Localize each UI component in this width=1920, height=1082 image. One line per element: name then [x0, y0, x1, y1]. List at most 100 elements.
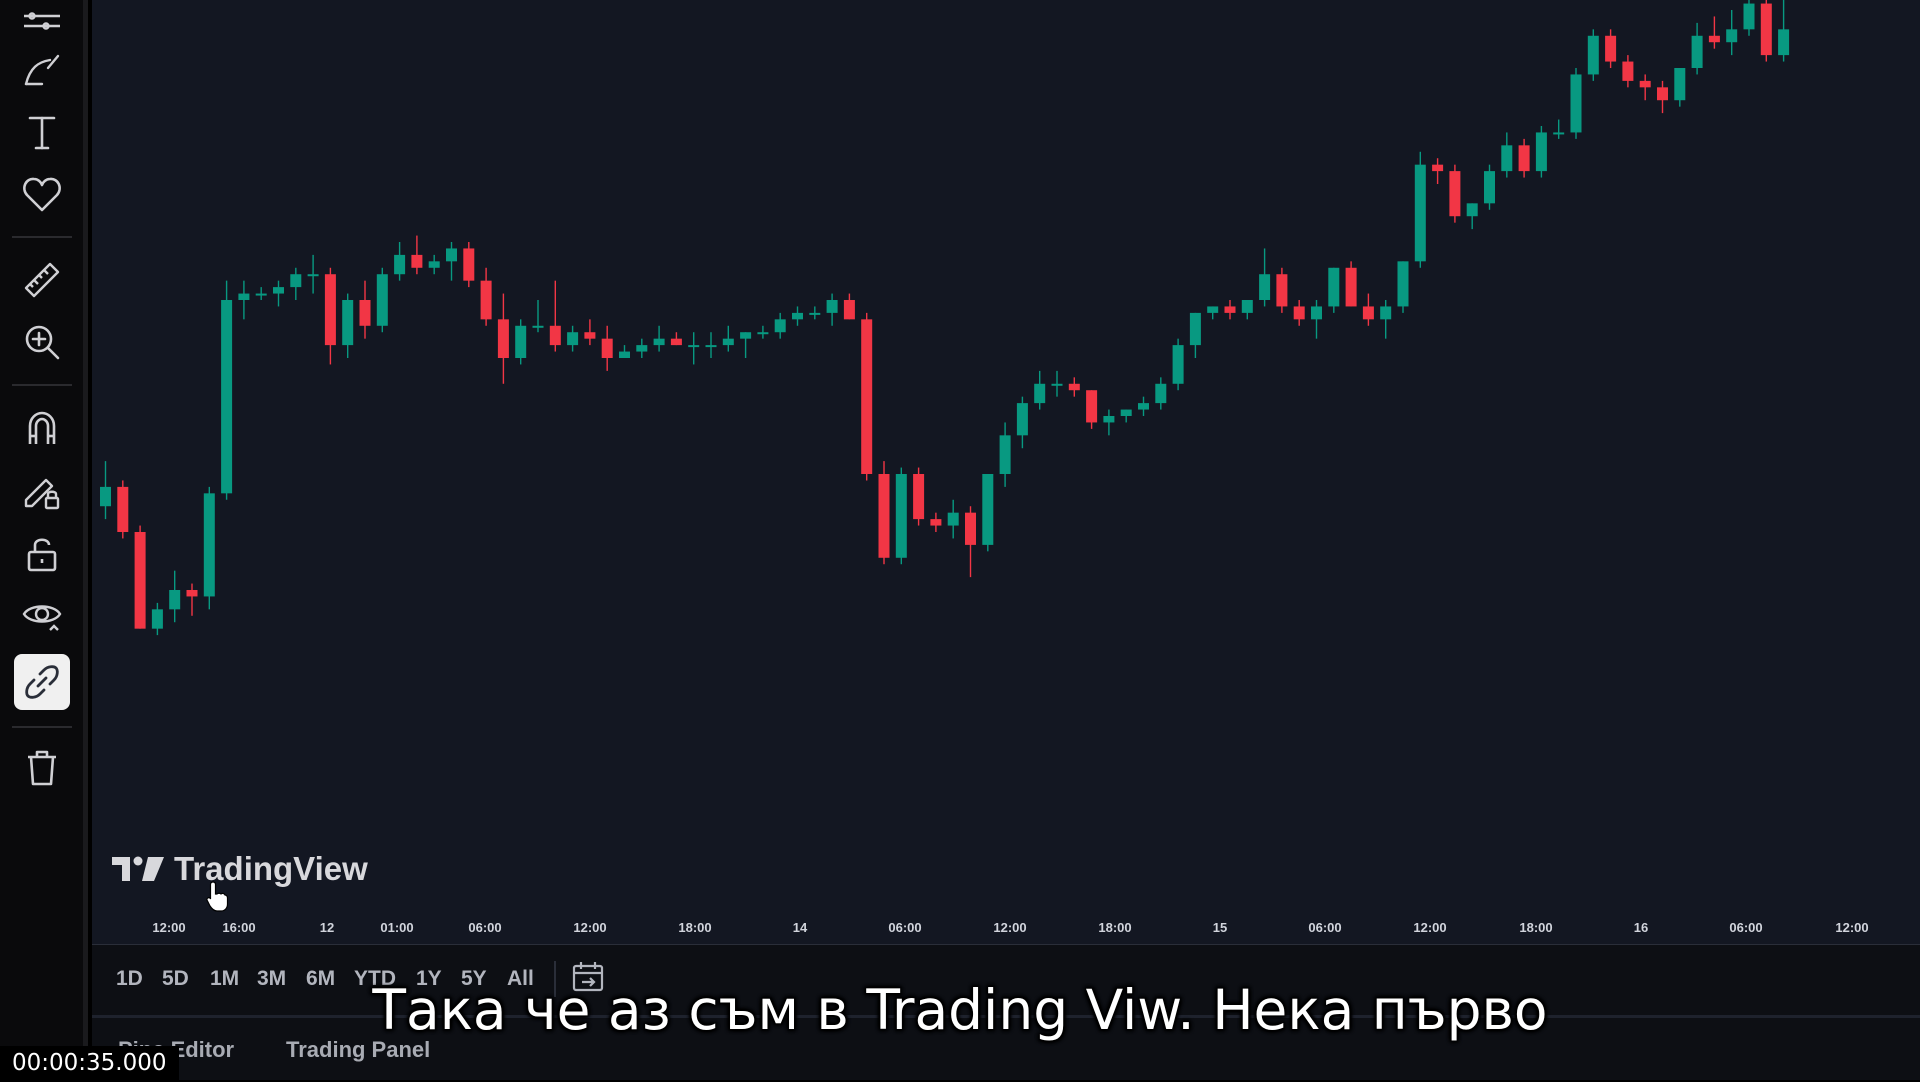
candle[interactable] — [601, 325, 613, 371]
candle[interactable] — [1778, 0, 1790, 62]
candle[interactable] — [221, 280, 233, 500]
tab-trading-panel[interactable]: Trading Panel — [286, 1037, 431, 1062]
candle[interactable] — [1414, 151, 1426, 268]
candle[interactable] — [1484, 164, 1495, 210]
candle[interactable] — [428, 254, 440, 275]
candle[interactable] — [255, 287, 267, 300]
candle[interactable] — [359, 280, 371, 339]
candle[interactable] — [394, 242, 406, 281]
candle[interactable] — [134, 525, 146, 629]
candle[interactable] — [117, 480, 129, 539]
trend-line-tools-button[interactable] — [14, 0, 70, 42]
candle[interactable] — [567, 325, 579, 352]
candle[interactable] — [169, 570, 181, 623]
candle[interactable] — [186, 583, 198, 616]
candle[interactable] — [324, 267, 336, 365]
candle[interactable] — [1708, 16, 1720, 49]
candle[interactable] — [411, 235, 423, 275]
candle[interactable] — [273, 280, 284, 307]
delete-drawings-button[interactable] — [14, 740, 70, 796]
candle[interactable] — [740, 332, 752, 358]
candle[interactable] — [1259, 248, 1271, 307]
candle[interactable] — [1172, 338, 1184, 391]
candle[interactable] — [982, 474, 994, 552]
candle[interactable] — [1605, 29, 1617, 68]
candle[interactable] — [913, 467, 925, 526]
range-1d-button[interactable]: 1D — [116, 967, 143, 990]
candle[interactable] — [1587, 29, 1599, 81]
candle[interactable] — [1432, 158, 1444, 184]
candlestick-series[interactable] — [92, 0, 1920, 912]
candle[interactable] — [688, 332, 700, 365]
range-6m-button[interactable]: 6M — [306, 967, 336, 990]
candle[interactable] — [930, 512, 942, 532]
range-all-button[interactable]: All — [507, 967, 534, 990]
candle[interactable] — [1691, 22, 1703, 75]
range-1m-button[interactable]: 1M — [210, 967, 240, 990]
candle[interactable] — [342, 293, 354, 358]
candle[interactable] — [1120, 409, 1132, 423]
time-axis[interactable]: 12:00 16:00 12 01:00 06:00 12:00 18:00 14 06:00 1… — [92, 912, 1920, 946]
candle[interactable] — [1138, 396, 1149, 416]
candle[interactable] — [947, 499, 959, 539]
candle[interactable] — [151, 602, 163, 636]
candle[interactable] — [636, 338, 648, 358]
chart-pane[interactable]: TradingView 12:00 16:00 12 01:00 06:00 12:00 1… — [92, 0, 1920, 946]
candle[interactable] — [809, 306, 821, 320]
candle[interactable] — [497, 293, 509, 384]
candle[interactable] — [1016, 396, 1028, 449]
candle[interactable] — [1276, 267, 1288, 313]
candle[interactable] — [653, 325, 665, 352]
candle[interactable] — [1224, 300, 1236, 320]
candle[interactable] — [376, 267, 388, 333]
candle[interactable] — [619, 345, 630, 358]
range-ytd-button[interactable]: YTD — [354, 967, 396, 990]
candle[interactable] — [1293, 300, 1305, 326]
go-to-date-calendar-icon[interactable] — [570, 959, 606, 995]
candle[interactable] — [670, 332, 682, 346]
candle[interactable] — [1397, 261, 1409, 313]
candle[interactable] — [1518, 138, 1530, 178]
candle[interactable] — [878, 461, 890, 565]
candle[interactable] — [965, 506, 976, 578]
range-5y-button[interactable]: 5Y — [461, 967, 487, 990]
candle[interactable] — [1570, 68, 1582, 139]
candle[interactable] — [722, 325, 734, 352]
candle[interactable] — [757, 325, 769, 339]
candle[interactable] — [843, 293, 855, 320]
range-1y-button[interactable]: 1Y — [416, 967, 442, 990]
candle[interactable] — [999, 422, 1011, 487]
candle[interactable] — [1155, 377, 1167, 410]
candle[interactable] — [1622, 55, 1634, 88]
candle[interactable] — [1241, 300, 1253, 320]
candle[interactable] — [100, 461, 111, 520]
candle[interactable] — [463, 242, 475, 288]
ruler-button[interactable] — [14, 252, 70, 308]
candle[interactable] — [1362, 293, 1374, 326]
candle[interactable] — [1311, 300, 1322, 339]
candle[interactable] — [792, 306, 803, 326]
candle[interactable] — [532, 300, 544, 333]
candle[interactable] — [480, 267, 492, 326]
candle[interactable] — [549, 280, 561, 352]
candle[interactable] — [584, 319, 596, 346]
lock-drawings-button[interactable] — [14, 462, 70, 518]
candle[interactable] — [1086, 390, 1098, 429]
candle[interactable] — [1657, 80, 1668, 114]
text-tool-button[interactable] — [14, 104, 70, 160]
candle[interactable] — [307, 254, 319, 294]
candle[interactable] — [446, 242, 457, 281]
range-5d-button[interactable]: 5D — [162, 967, 189, 990]
link-button[interactable] — [14, 654, 70, 710]
candle[interactable] — [826, 293, 838, 326]
candle[interactable] — [1760, 0, 1772, 62]
candle[interactable] — [1743, 0, 1755, 36]
brush-button[interactable] — [14, 42, 70, 98]
candle[interactable] — [290, 267, 302, 300]
candle[interactable] — [1674, 68, 1686, 107]
favorites-button[interactable] — [14, 166, 70, 222]
candle[interactable] — [895, 467, 907, 565]
candle[interactable] — [203, 486, 215, 610]
candle[interactable] — [1051, 370, 1063, 397]
candle[interactable] — [861, 312, 873, 481]
